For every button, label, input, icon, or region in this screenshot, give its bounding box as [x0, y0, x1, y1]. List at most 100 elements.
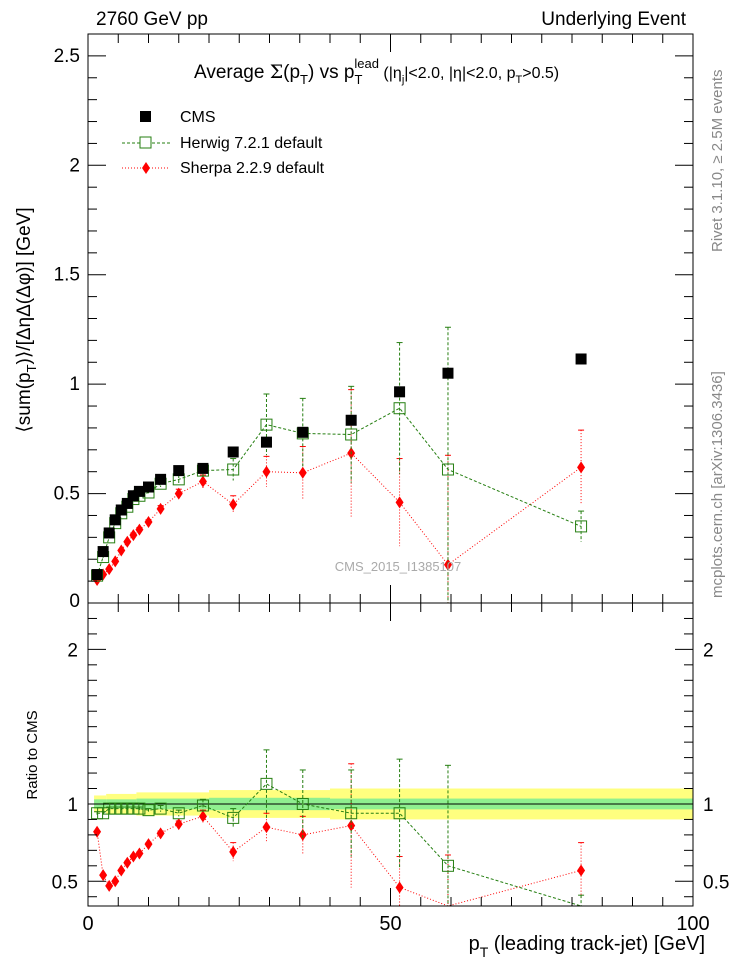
- sherpa-point: [135, 523, 144, 536]
- ratio-frame: [87, 602, 694, 907]
- ratio-y-axis-label: Ratio to CMS: [24, 710, 41, 799]
- ratio-sherpa-point: [129, 850, 138, 863]
- cms-point: [197, 462, 209, 474]
- sherpa-point: [395, 496, 404, 509]
- main-y-zero-label: 0: [69, 591, 80, 612]
- cms-point: [442, 367, 454, 379]
- ratio-herwig-point: [345, 807, 358, 820]
- herwig-point: [345, 428, 358, 441]
- cms-point: [115, 504, 127, 516]
- mcplots-label: mcplots.cern.ch [arXiv:1306.3436]: [709, 371, 726, 598]
- svg-text:⟨sum(pT)⟩/[ΔηΔ(Δφ)] [GeV]: ⟨sum(pT)⟩/[ΔηΔ(Δφ)] [GeV]: [14, 207, 39, 432]
- header-analysis-label: Underlying Event: [541, 9, 686, 30]
- ratio-plot-panel: 0.5 0.5 1 1 2 2 0 50 100 Ratio to CMS: [24, 602, 729, 935]
- sherpa-point: [174, 487, 183, 500]
- sherpa-point: [262, 465, 271, 478]
- sherpa-point: [123, 535, 132, 548]
- cms-point: [97, 546, 109, 558]
- cms-point: [297, 426, 309, 438]
- cms-point: [127, 490, 139, 502]
- herwig-point: [441, 463, 454, 476]
- main-frame: [87, 33, 694, 604]
- ratio-sherpa-point: [174, 818, 183, 831]
- ratio-herwig-point: [154, 802, 167, 815]
- sherpa-point: [144, 516, 153, 529]
- ratio-sherpa-point: [99, 869, 108, 882]
- ratio-sherpa-point: [577, 864, 586, 877]
- ratio-herwig-point: [121, 802, 134, 815]
- ratio-herwig-point: [97, 807, 110, 820]
- svg-text:pT (leading track-jet) [GeV]: pT (leading track-jet) [GeV]: [469, 933, 705, 960]
- sherpa-point: [117, 544, 126, 557]
- ratio-sherpa-point: [156, 827, 165, 840]
- cms-point: [575, 353, 587, 365]
- cms-point: [260, 436, 272, 448]
- cms-point: [121, 497, 133, 509]
- herwig-point: [393, 402, 406, 415]
- cms-point: [109, 514, 121, 526]
- header-energy-label: 2760 GeV pp: [96, 9, 208, 30]
- cms-point: [394, 386, 406, 398]
- legend-herwig-marker: [139, 136, 152, 149]
- svg-text:Average Σ(pT) vs pTlead (|ηj|<: Average Σ(pT) vs pTlead (|ηj|<2.0, |η|<2…: [194, 56, 559, 87]
- x-tick-label: 0: [82, 913, 93, 935]
- ratio-herwig-point: [260, 777, 273, 790]
- ratio-sherpa-point: [298, 828, 307, 841]
- ratio-herwig-point: [115, 802, 128, 815]
- ratio-herwig-point: [91, 807, 104, 820]
- main-y-tick-label: 2: [69, 155, 80, 176]
- cms-point: [173, 465, 185, 477]
- ratio-herwig-point: [296, 797, 309, 810]
- ratio-sherpa-point: [123, 856, 132, 869]
- herwig-point: [575, 520, 588, 533]
- ratio-y-tick-label: 2: [67, 640, 78, 661]
- sherpa-point: [129, 529, 138, 542]
- ratio-herwig-point: [227, 811, 240, 824]
- main-title: Average Σ(pT) vs pTlead (|ηj|<2.0, |η|<2…: [194, 56, 559, 87]
- legend-herwig-label: Herwig 7.2.1 default: [180, 135, 323, 152]
- main-y-axis-label: ⟨sum(pT)⟩/[ΔηΔ(Δφ)] [GeV]: [14, 207, 39, 432]
- sherpa-point: [111, 555, 120, 568]
- main-y-tick-label: 1: [69, 374, 80, 395]
- cms-point: [143, 481, 154, 493]
- ratio-herwig-point: [441, 859, 454, 872]
- ratio-y-tick-label: 1: [67, 795, 78, 816]
- legend-sherpa-label: Sherpa 2.2.9 default: [180, 160, 325, 177]
- main-y-tick-label: 1.5: [54, 265, 80, 286]
- herwig-line: [96, 407, 582, 576]
- cms-point: [91, 569, 103, 581]
- ratio-herwig-line: [97, 783, 582, 907]
- sherpa-point: [105, 563, 114, 576]
- main-plot-panel: 0.5 1 1.5 2 2.5 0 CMS_2015_I1385107 Average Σ…: [14, 33, 694, 612]
- legend-sherpa-marker: [142, 162, 150, 174]
- ratio-sherpa-point: [262, 821, 271, 834]
- sherpa-point: [198, 475, 207, 488]
- ratio-sherpa-point: [111, 875, 120, 888]
- main-y-tick-label: 0.5: [54, 484, 80, 505]
- herwig-point: [227, 463, 240, 476]
- sherpa-point: [298, 466, 307, 479]
- ratio-y-tick-label: 0.5: [52, 872, 78, 893]
- ratio-sherpa-point: [144, 838, 153, 851]
- sherpa-point: [229, 498, 238, 511]
- ratio-sherpa-point: [395, 881, 404, 894]
- main-y-tick-label: 2.5: [54, 46, 80, 67]
- ratio-y-tick-label-right: 2: [703, 640, 714, 661]
- x-tick-label: 50: [379, 913, 401, 935]
- cms-point: [345, 414, 357, 426]
- ratio-sherpa-point: [93, 825, 102, 838]
- cms-point: [227, 446, 239, 458]
- legend-cms-label: CMS: [180, 109, 216, 126]
- legend: CMS Herwig 7.2.1 default Sherpa 2.2.9 de…: [122, 109, 325, 177]
- ratio-herwig-point: [127, 802, 140, 815]
- legend-cms-marker: [140, 111, 151, 122]
- ratio-herwig-point: [172, 807, 185, 820]
- ratio-sherpa-line: [96, 815, 582, 907]
- ratio-herwig-point: [133, 802, 146, 815]
- ratio-herwig-point: [103, 802, 116, 815]
- analysis-watermark: CMS_2015_I1385107: [335, 559, 462, 574]
- ratio-sherpa-point: [117, 864, 126, 877]
- ratio-sherpa-point: [198, 810, 207, 823]
- cms-point: [103, 527, 115, 539]
